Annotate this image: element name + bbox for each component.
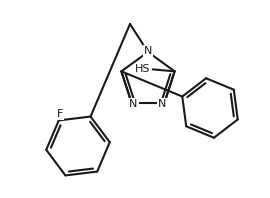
Text: N: N (144, 46, 152, 56)
Text: HS: HS (135, 64, 151, 74)
Text: F: F (57, 109, 63, 119)
Text: N: N (129, 99, 138, 109)
Text: N: N (158, 99, 167, 109)
